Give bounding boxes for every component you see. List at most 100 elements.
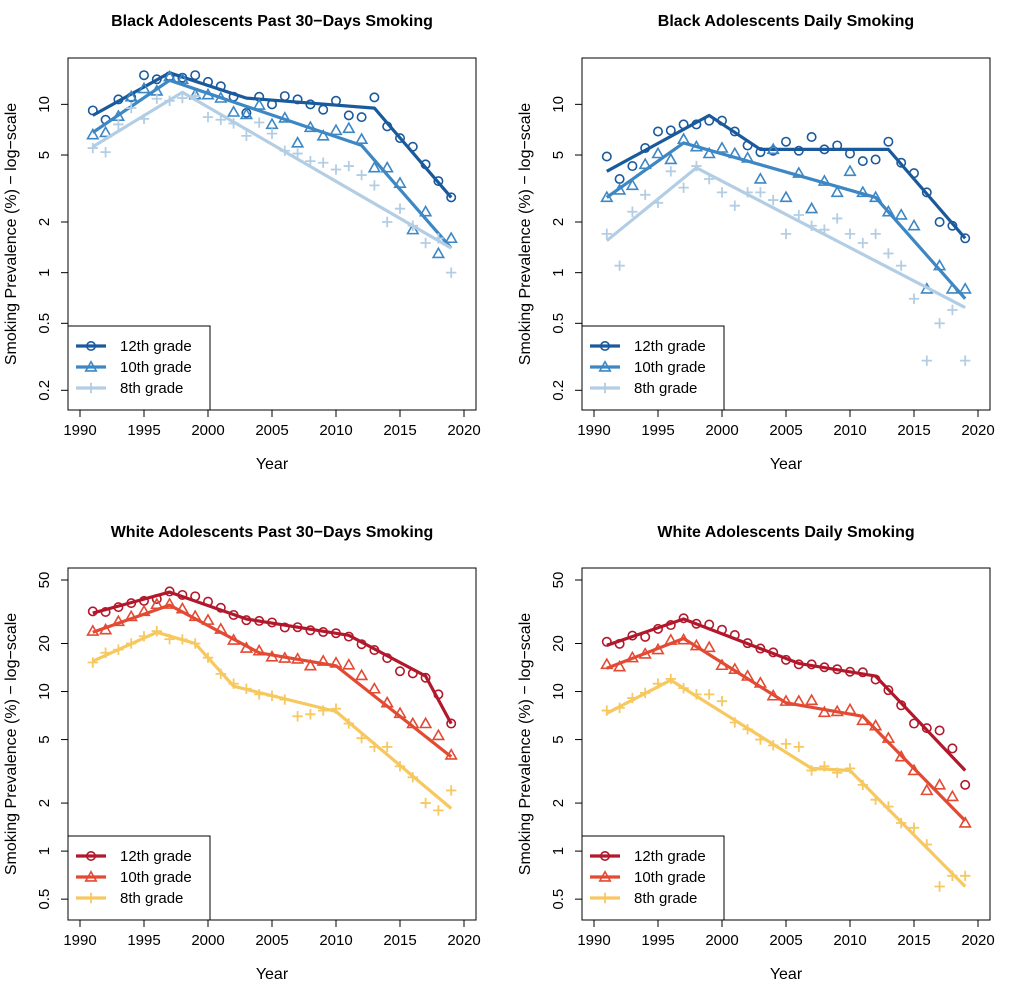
- data-point: [239, 107, 254, 120]
- data-point: [934, 216, 945, 227]
- y-tick-label: 20: [550, 635, 567, 652]
- data-point: [202, 652, 214, 663]
- data-point: [908, 718, 919, 729]
- y-tick-label: 0.5: [550, 313, 567, 334]
- series-fit-line: [91, 78, 453, 250]
- data-point: [162, 69, 177, 82]
- x-tick-label: 2005: [255, 422, 288, 439]
- x-tick-label: 2020: [961, 422, 994, 439]
- data-point: [755, 734, 766, 745]
- data-point: [343, 110, 354, 121]
- data-point: [728, 662, 742, 674]
- data-point: [241, 130, 252, 142]
- data-point: [418, 716, 433, 729]
- data-point: [844, 148, 855, 159]
- legend: 12th grade 10th grade 8th grade: [581, 325, 725, 411]
- data-point: [908, 293, 920, 304]
- data-point: [139, 70, 150, 81]
- data-point: [87, 657, 98, 668]
- data-point: [665, 620, 676, 631]
- data-point: [138, 631, 150, 642]
- data-point: [354, 132, 369, 145]
- data-point: [601, 636, 612, 647]
- data-point: [819, 761, 830, 772]
- data-point: [819, 662, 830, 673]
- data-point: [254, 689, 265, 700]
- data-point: [704, 115, 715, 126]
- data-point: [651, 146, 665, 159]
- data-point: [318, 705, 329, 716]
- data-point: [290, 136, 305, 148]
- x-tick-label: 1995: [127, 422, 160, 439]
- data-point: [715, 658, 729, 671]
- data-point: [780, 136, 791, 147]
- y-tick-label: 10: [550, 683, 567, 700]
- y-tick-label: 1: [36, 268, 53, 276]
- y-tick-label: 5: [36, 735, 53, 743]
- data-point: [407, 220, 418, 231]
- data-point: [446, 267, 457, 278]
- y-tick-label: 1: [550, 268, 567, 276]
- legend: 12th grade 10th grade 8th grade: [67, 835, 211, 921]
- data-point: [215, 668, 226, 680]
- y-tick-label: 50: [550, 572, 567, 589]
- data-point: [678, 182, 689, 193]
- data-point: [318, 157, 329, 168]
- data-point: [446, 192, 457, 203]
- data-point: [804, 693, 819, 706]
- data-point: [433, 805, 444, 816]
- y-tick-label: 5: [36, 151, 53, 159]
- data-point: [177, 634, 188, 645]
- data-point: [793, 741, 804, 753]
- data-point: [715, 141, 729, 153]
- data-point: [151, 594, 162, 605]
- data-point: [779, 190, 793, 203]
- chart-panel-4: White Adolescents Daily Smoking 1990 1995 2…: [517, 524, 995, 983]
- data-point: [792, 694, 806, 706]
- data-point: [857, 779, 868, 791]
- x-tick-label: 2005: [769, 422, 802, 439]
- data-point: [896, 700, 907, 711]
- data-point: [87, 606, 98, 617]
- x-tick-label: 2005: [769, 932, 802, 949]
- data-point: [908, 168, 919, 179]
- data-point: [433, 176, 444, 187]
- data-point: [318, 104, 329, 115]
- data-point: [780, 228, 792, 240]
- data-point: [126, 598, 137, 609]
- data-point: [86, 624, 100, 636]
- data-point: [652, 678, 664, 689]
- x-axis-label: Year: [256, 966, 289, 983]
- legend-entry: 10th grade: [120, 359, 192, 376]
- data-point: [742, 638, 753, 649]
- data-point: [356, 169, 367, 181]
- data-point: [804, 201, 819, 214]
- data-point: [175, 72, 190, 84]
- data-point: [279, 694, 290, 705]
- data-point: [190, 591, 201, 602]
- legend-swatch-marker: [599, 850, 610, 861]
- data-point: [214, 91, 228, 103]
- data-point: [921, 355, 932, 366]
- data-point: [111, 614, 126, 627]
- data-point: [292, 94, 303, 105]
- data-point: [292, 711, 303, 722]
- data-point: [627, 206, 638, 217]
- data-point: [881, 204, 896, 217]
- x-tick-label: 1995: [641, 932, 674, 949]
- data-point: [124, 89, 138, 102]
- data-point: [676, 632, 691, 645]
- data-point: [601, 151, 612, 162]
- data-point: [420, 159, 431, 170]
- data-point: [947, 220, 958, 231]
- chart-title: Black Adolescents Daily Smoking: [658, 13, 914, 30]
- data-point: [266, 99, 277, 110]
- x-tick-label: 2015: [897, 932, 930, 949]
- data-point: [394, 203, 406, 214]
- data-point: [817, 174, 832, 186]
- data-point: [406, 716, 420, 729]
- data-point: [241, 615, 252, 626]
- data-point: [330, 95, 341, 106]
- data-point: [303, 120, 318, 133]
